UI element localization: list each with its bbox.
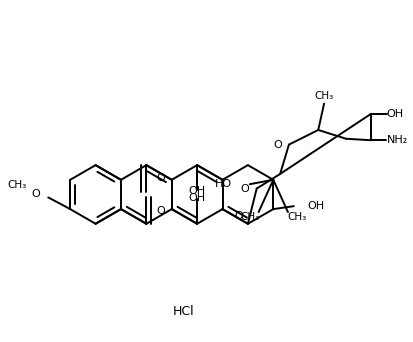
Text: CH₃: CH₃ (286, 212, 306, 222)
Text: CH₃: CH₃ (314, 91, 333, 101)
Text: O: O (31, 189, 40, 199)
Text: CH₃: CH₃ (240, 212, 259, 222)
Text: OH: OH (188, 186, 205, 196)
Text: OH: OH (386, 109, 403, 119)
Text: O: O (156, 206, 165, 215)
Text: O: O (156, 173, 165, 183)
Text: O: O (273, 140, 281, 149)
Text: OH: OH (188, 193, 205, 203)
Text: HCl: HCl (172, 305, 194, 318)
Text: O: O (240, 184, 248, 194)
Text: O: O (234, 211, 242, 221)
Text: OH: OH (307, 201, 324, 211)
Text: NH₂: NH₂ (386, 135, 407, 145)
Text: CH₃: CH₃ (7, 180, 27, 190)
Text: HO: HO (215, 179, 232, 189)
